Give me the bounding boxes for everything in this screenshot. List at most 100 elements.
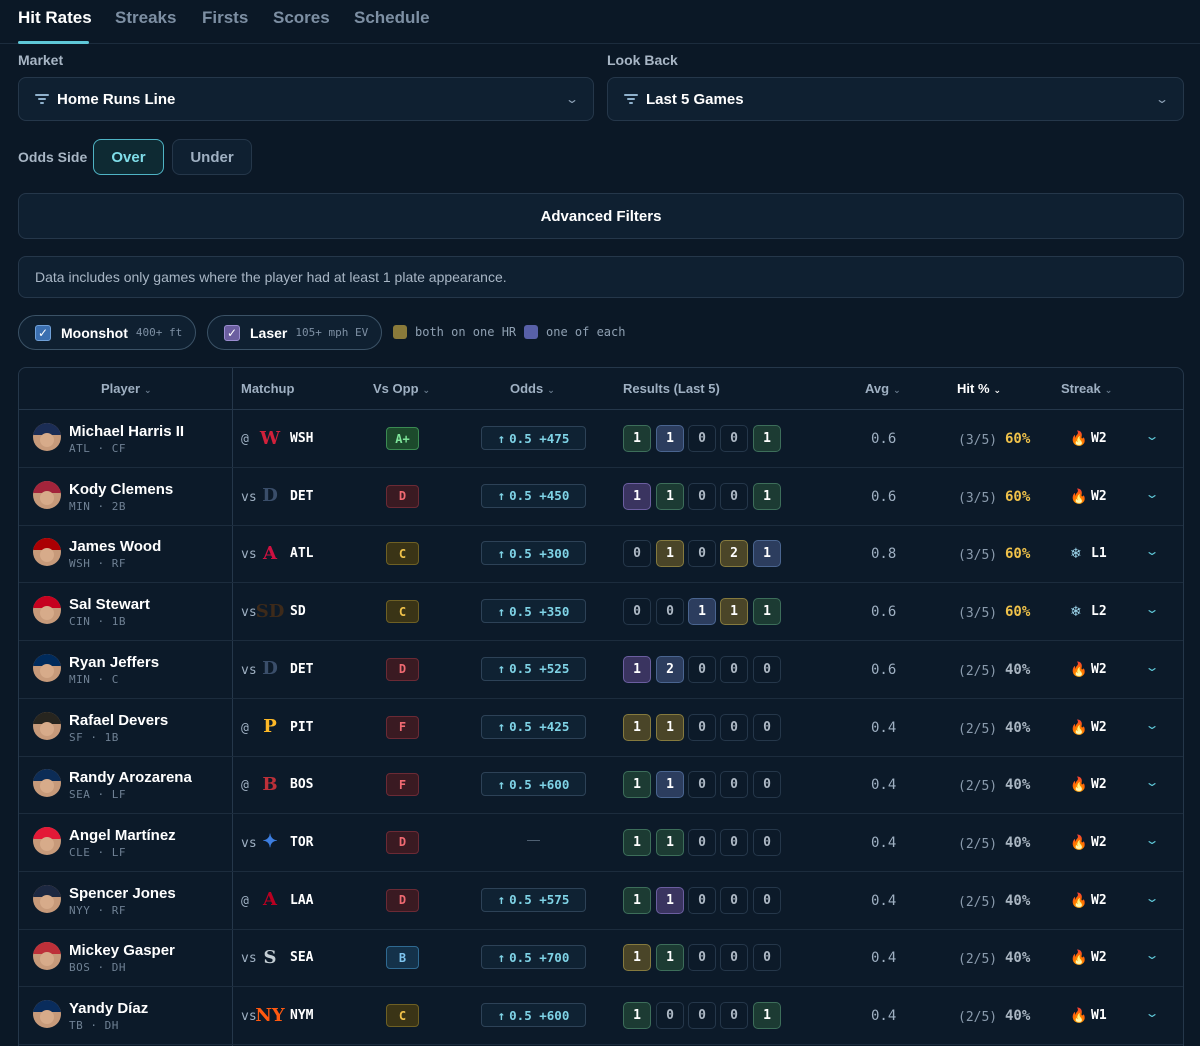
expand-chevron-icon[interactable]: ⌄ bbox=[1144, 429, 1160, 443]
advanced-filters-button[interactable]: Advanced Filters bbox=[18, 193, 1184, 239]
table-row[interactable]: Kody Clemens MIN · 2B vs D DET D ↑ 0.5 +4… bbox=[19, 468, 1183, 526]
result-cell: 0 bbox=[688, 713, 716, 741]
opponent-team: ATL bbox=[290, 546, 314, 562]
streak-value: W2 bbox=[1091, 661, 1107, 677]
odds-button[interactable]: ↑ 0.5 +600 bbox=[481, 772, 586, 797]
arrow-up-icon: ↑ bbox=[497, 719, 506, 734]
odds-button[interactable]: ↑ 0.5 +700 bbox=[481, 945, 586, 970]
table-row[interactable]: Mickey Gasper BOS · DH vs S SEA B ↑ 0.5 +… bbox=[19, 929, 1183, 988]
hit-fraction: (2/5) bbox=[958, 721, 998, 737]
chevron-down-icon: ⌄ bbox=[564, 92, 580, 106]
result-cell: 0 bbox=[720, 713, 748, 741]
odds-button[interactable]: ↑ 0.5 +525 bbox=[481, 656, 586, 681]
opponent-team: SD bbox=[290, 604, 306, 620]
expand-chevron-icon[interactable]: ⌄ bbox=[1144, 659, 1160, 674]
result-cell: 1 bbox=[623, 713, 651, 741]
header-odds[interactable]: Odds ⌄ bbox=[510, 381, 555, 396]
player-name[interactable]: Randy Arozarena bbox=[69, 769, 192, 787]
tab-firsts[interactable]: Firsts bbox=[202, 8, 249, 27]
expand-chevron-icon[interactable]: ⌄ bbox=[1144, 486, 1160, 501]
player-name[interactable]: Yandy Díaz bbox=[69, 1000, 149, 1017]
laser-chip[interactable]: ✓ Laser 105+ mph EV bbox=[207, 315, 382, 350]
player-name[interactable]: Sal Stewart bbox=[69, 596, 150, 614]
lookback-select[interactable]: Last 5 Games ⌄ bbox=[607, 77, 1184, 121]
table-row[interactable]: Yandy Díaz TB · DH vs NY NYM C ↑ 0.5 +600… bbox=[19, 987, 1183, 1045]
player-name[interactable]: James Wood bbox=[69, 538, 162, 556]
table-row[interactable]: Ryan Jeffers MIN · C vs D DET D ↑ 0.5 +52… bbox=[19, 641, 1183, 699]
header-results: Results (Last 5) bbox=[623, 381, 720, 396]
tab-scores[interactable]: Scores bbox=[273, 8, 330, 27]
top-tabs: Hit Rates Streaks Firsts Scores Schedule bbox=[0, 0, 1200, 44]
expand-chevron-icon[interactable]: ⌄ bbox=[1144, 717, 1160, 732]
table-row[interactable]: Randy Arozarena SEA · LF @ B BOS F ↑ 0.5 … bbox=[19, 756, 1183, 815]
result-cell: 0 bbox=[688, 944, 716, 972]
table-row[interactable]: Spencer Jones NYY · RF @ A LAA D ↑ 0.5 +5… bbox=[19, 872, 1183, 930]
player-name[interactable]: Kody Clemens bbox=[69, 480, 174, 498]
matchup-prefix: vs bbox=[241, 951, 257, 967]
result-cell: 0 bbox=[688, 828, 716, 856]
tab-streaks[interactable]: Streaks bbox=[115, 8, 177, 27]
over-button[interactable]: Over bbox=[93, 139, 164, 175]
odds-button[interactable]: ↑ 0.5 +575 bbox=[481, 887, 586, 912]
expand-chevron-icon[interactable]: ⌄ bbox=[1144, 775, 1160, 790]
expand-chevron-icon[interactable]: ⌄ bbox=[1144, 1006, 1160, 1020]
streak-value: L2 bbox=[1091, 604, 1107, 620]
streak-value: W2 bbox=[1091, 488, 1107, 504]
expand-chevron-icon[interactable]: ⌄ bbox=[1144, 948, 1160, 963]
header-matchup: Matchup bbox=[241, 381, 295, 396]
opponent-team: LAA bbox=[290, 892, 314, 908]
avatar-cap bbox=[33, 884, 61, 897]
player-name[interactable]: Rafael Devers bbox=[69, 711, 169, 729]
table-row[interactable]: James Wood WSH · RF vs A ATL C ↑ 0.5 +300… bbox=[19, 525, 1183, 584]
arrow-up-icon: ↑ bbox=[497, 430, 506, 446]
expand-chevron-icon[interactable]: ⌄ bbox=[1144, 832, 1160, 847]
odds-button[interactable]: ↑ 0.5 +600 bbox=[481, 1003, 586, 1027]
checkbox-checked-icon[interactable]: ✓ bbox=[35, 324, 51, 341]
expand-chevron-icon[interactable]: ⌄ bbox=[1144, 890, 1160, 905]
odds-button[interactable]: ↑ 0.5 +300 bbox=[481, 541, 586, 566]
under-button[interactable]: Under bbox=[172, 139, 252, 175]
fire-icon: 🔥 bbox=[1070, 833, 1088, 850]
odds-button[interactable]: ↑ 0.5 +350 bbox=[481, 599, 586, 624]
table-row[interactable]: Sal Stewart CIN · 1B vs SD SD C ↑ 0.5 +35… bbox=[19, 583, 1183, 642]
matchup-prefix: vs bbox=[241, 547, 257, 563]
result-cell: 0 bbox=[688, 482, 716, 510]
odds-button[interactable]: ↑ 0.5 +425 bbox=[481, 714, 586, 739]
expand-chevron-icon[interactable]: ⌄ bbox=[1144, 602, 1160, 617]
result-cell: 0 bbox=[720, 1002, 748, 1029]
result-cell: 1 bbox=[656, 828, 684, 856]
data-notice: Data includes only games where the playe… bbox=[18, 256, 1184, 298]
streak-value: W1 bbox=[1091, 1008, 1107, 1023]
result-cell: 0 bbox=[753, 655, 781, 683]
market-select[interactable]: Home Runs Line ⌄ bbox=[18, 77, 594, 121]
avg-value: 0.8 bbox=[871, 546, 897, 563]
player-name[interactable]: Angel Martínez bbox=[69, 826, 176, 844]
checkbox-checked-icon[interactable]: ✓ bbox=[224, 324, 240, 341]
player-name[interactable]: Ryan Jeffers bbox=[69, 653, 160, 671]
hit-percent: 60% bbox=[1005, 488, 1031, 505]
player-name[interactable]: Michael Harris II bbox=[69, 423, 185, 440]
player-name[interactable]: Spencer Jones bbox=[69, 884, 176, 902]
streak-value: W2 bbox=[1091, 892, 1107, 908]
header-avg[interactable]: Avg ⌄ bbox=[865, 381, 901, 396]
tab-schedule[interactable]: Schedule bbox=[354, 8, 430, 27]
header-vs-opp[interactable]: Vs Opp ⌄ bbox=[373, 381, 431, 396]
odds-button[interactable]: ↑ 0.5 +475 bbox=[481, 426, 586, 450]
header-player[interactable]: Player ⌄ bbox=[101, 381, 152, 396]
matchup-prefix: @ bbox=[241, 778, 249, 794]
odds-button[interactable]: ↑ 0.5 +450 bbox=[481, 483, 586, 508]
avatar-face bbox=[40, 433, 54, 447]
result-cell: 0 bbox=[720, 655, 748, 683]
header-streak[interactable]: Streak ⌄ bbox=[1061, 381, 1113, 396]
player-name[interactable]: Mickey Gasper bbox=[69, 942, 175, 960]
avg-value: 0.4 bbox=[871, 719, 897, 736]
team-logo-icon: SD bbox=[255, 600, 285, 622]
moonshot-chip[interactable]: ✓ Moonshot 400+ ft bbox=[18, 315, 196, 350]
table-row[interactable]: Rafael Devers SF · 1B @ P PIT F ↑ 0.5 +42… bbox=[19, 699, 1183, 757]
table-row[interactable]: Michael Harris II ATL · CF @ W WSH A+ ↑ 0… bbox=[19, 410, 1183, 468]
avg-value: 0.4 bbox=[871, 1008, 897, 1024]
expand-chevron-icon[interactable]: ⌄ bbox=[1144, 544, 1160, 559]
header-hit-pct[interactable]: Hit % ⌄ bbox=[957, 381, 1002, 396]
tab-hit-rates[interactable]: Hit Rates bbox=[18, 8, 92, 27]
